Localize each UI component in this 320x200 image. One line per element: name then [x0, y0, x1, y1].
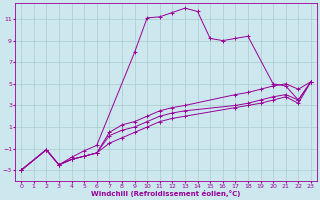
- X-axis label: Windchill (Refroidissement éolien,°C): Windchill (Refroidissement éolien,°C): [91, 190, 241, 197]
